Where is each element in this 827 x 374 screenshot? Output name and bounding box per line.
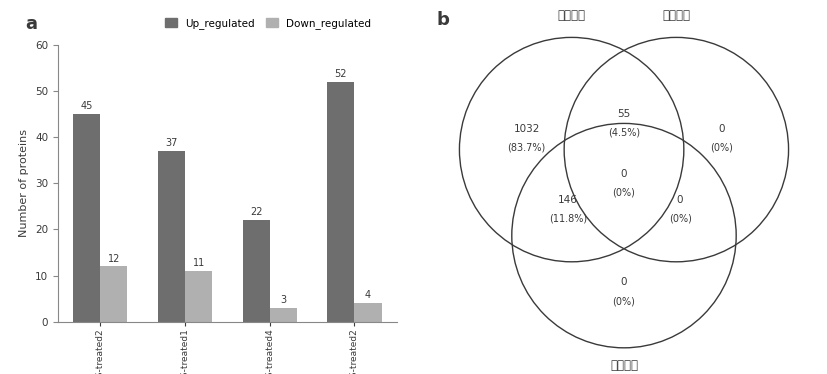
Bar	[100, 266, 127, 322]
Text: 0: 0	[718, 124, 724, 134]
Text: 3: 3	[280, 295, 286, 305]
Text: a: a	[25, 15, 37, 33]
Bar	[355, 303, 381, 322]
Text: (11.8%): (11.8%)	[549, 214, 587, 224]
Text: 其它蛋白: 其它蛋白	[662, 9, 691, 22]
Text: 0: 0	[621, 169, 627, 179]
Text: (83.7%): (83.7%)	[508, 143, 546, 153]
Text: (0%): (0%)	[613, 188, 635, 197]
Text: 0: 0	[676, 195, 683, 205]
Text: b: b	[437, 11, 450, 29]
Bar	[327, 82, 355, 322]
Text: 55: 55	[618, 109, 631, 119]
Bar	[270, 308, 297, 322]
Text: 1032: 1032	[514, 124, 540, 134]
Text: 146: 146	[558, 195, 578, 205]
Text: (0%): (0%)	[710, 143, 733, 153]
Text: 4: 4	[365, 291, 371, 300]
Text: 0: 0	[621, 278, 627, 287]
Bar	[74, 114, 100, 322]
Bar	[242, 220, 270, 322]
Text: 11: 11	[193, 258, 205, 268]
Text: 45: 45	[81, 101, 93, 111]
Text: 52: 52	[335, 69, 347, 79]
Bar	[158, 151, 185, 322]
Text: (0%): (0%)	[669, 214, 691, 224]
Text: 蛋白总数: 蛋白总数	[557, 9, 586, 22]
Text: (0%): (0%)	[613, 296, 635, 306]
Y-axis label: Number of proteins: Number of proteins	[20, 129, 30, 237]
Text: 差异蛋白: 差异蛋白	[610, 359, 638, 372]
Text: 37: 37	[165, 138, 178, 148]
Legend: Up_regulated, Down_regulated: Up_regulated, Down_regulated	[160, 14, 375, 33]
Bar	[185, 271, 213, 322]
Text: (4.5%): (4.5%)	[608, 128, 640, 138]
Text: 22: 22	[250, 208, 262, 217]
Text: 12: 12	[108, 254, 120, 264]
